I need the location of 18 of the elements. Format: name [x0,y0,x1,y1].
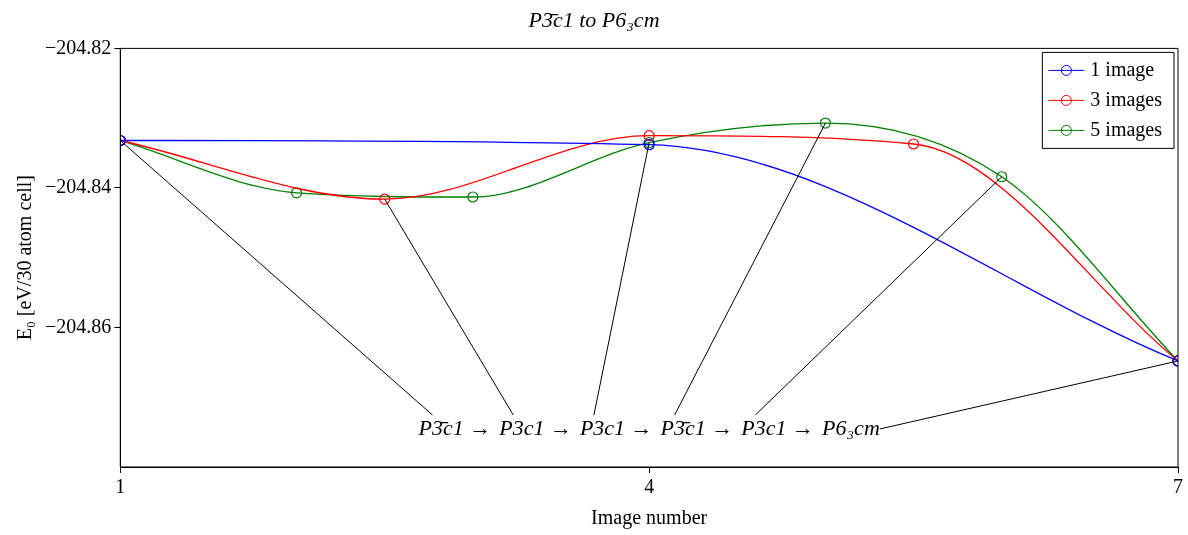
annotation: P6₃cm [821,414,880,440]
x-tick-label: 4 [644,475,655,498]
annotation: P3c1 → [498,414,572,440]
y-axis-title: E₀ [eV/30 atom cell] [13,175,36,341]
annotation: P3c1 → [578,414,653,440]
annotation: P3̄c1 → [659,414,734,440]
chart-title: P3̄c1 to P6₃cm [527,6,660,32]
legend-label: 1 image [1090,57,1155,81]
legend-label: 3 images [1090,87,1163,111]
y-tick-label: −204.84 [45,175,112,198]
x-axis-title: Image number [591,506,708,530]
y-tick-label: −204.82 [45,35,112,58]
annotation: P3̄c1 → [417,414,492,440]
legend-label: 5 images [1090,117,1163,141]
annotation: P3c1 → [740,414,815,440]
x-tick-label: 7 [1173,475,1183,498]
y-tick-label: −204.86 [45,314,112,337]
x-tick-label: 1 [115,475,126,498]
